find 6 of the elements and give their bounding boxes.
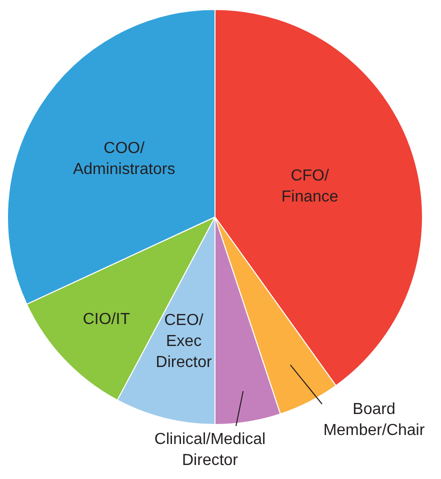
slice-label: CEO/Exec Director bbox=[156, 312, 212, 372]
slice-label: Clinical/Medical Director bbox=[154, 430, 266, 469]
slice-label: CFO/Finance bbox=[281, 167, 338, 206]
slice-label: CIO/IT bbox=[82, 311, 130, 328]
slice-label: COO/Administrators bbox=[72, 140, 176, 178]
slice-label: Board Member/Chair bbox=[323, 400, 426, 439]
